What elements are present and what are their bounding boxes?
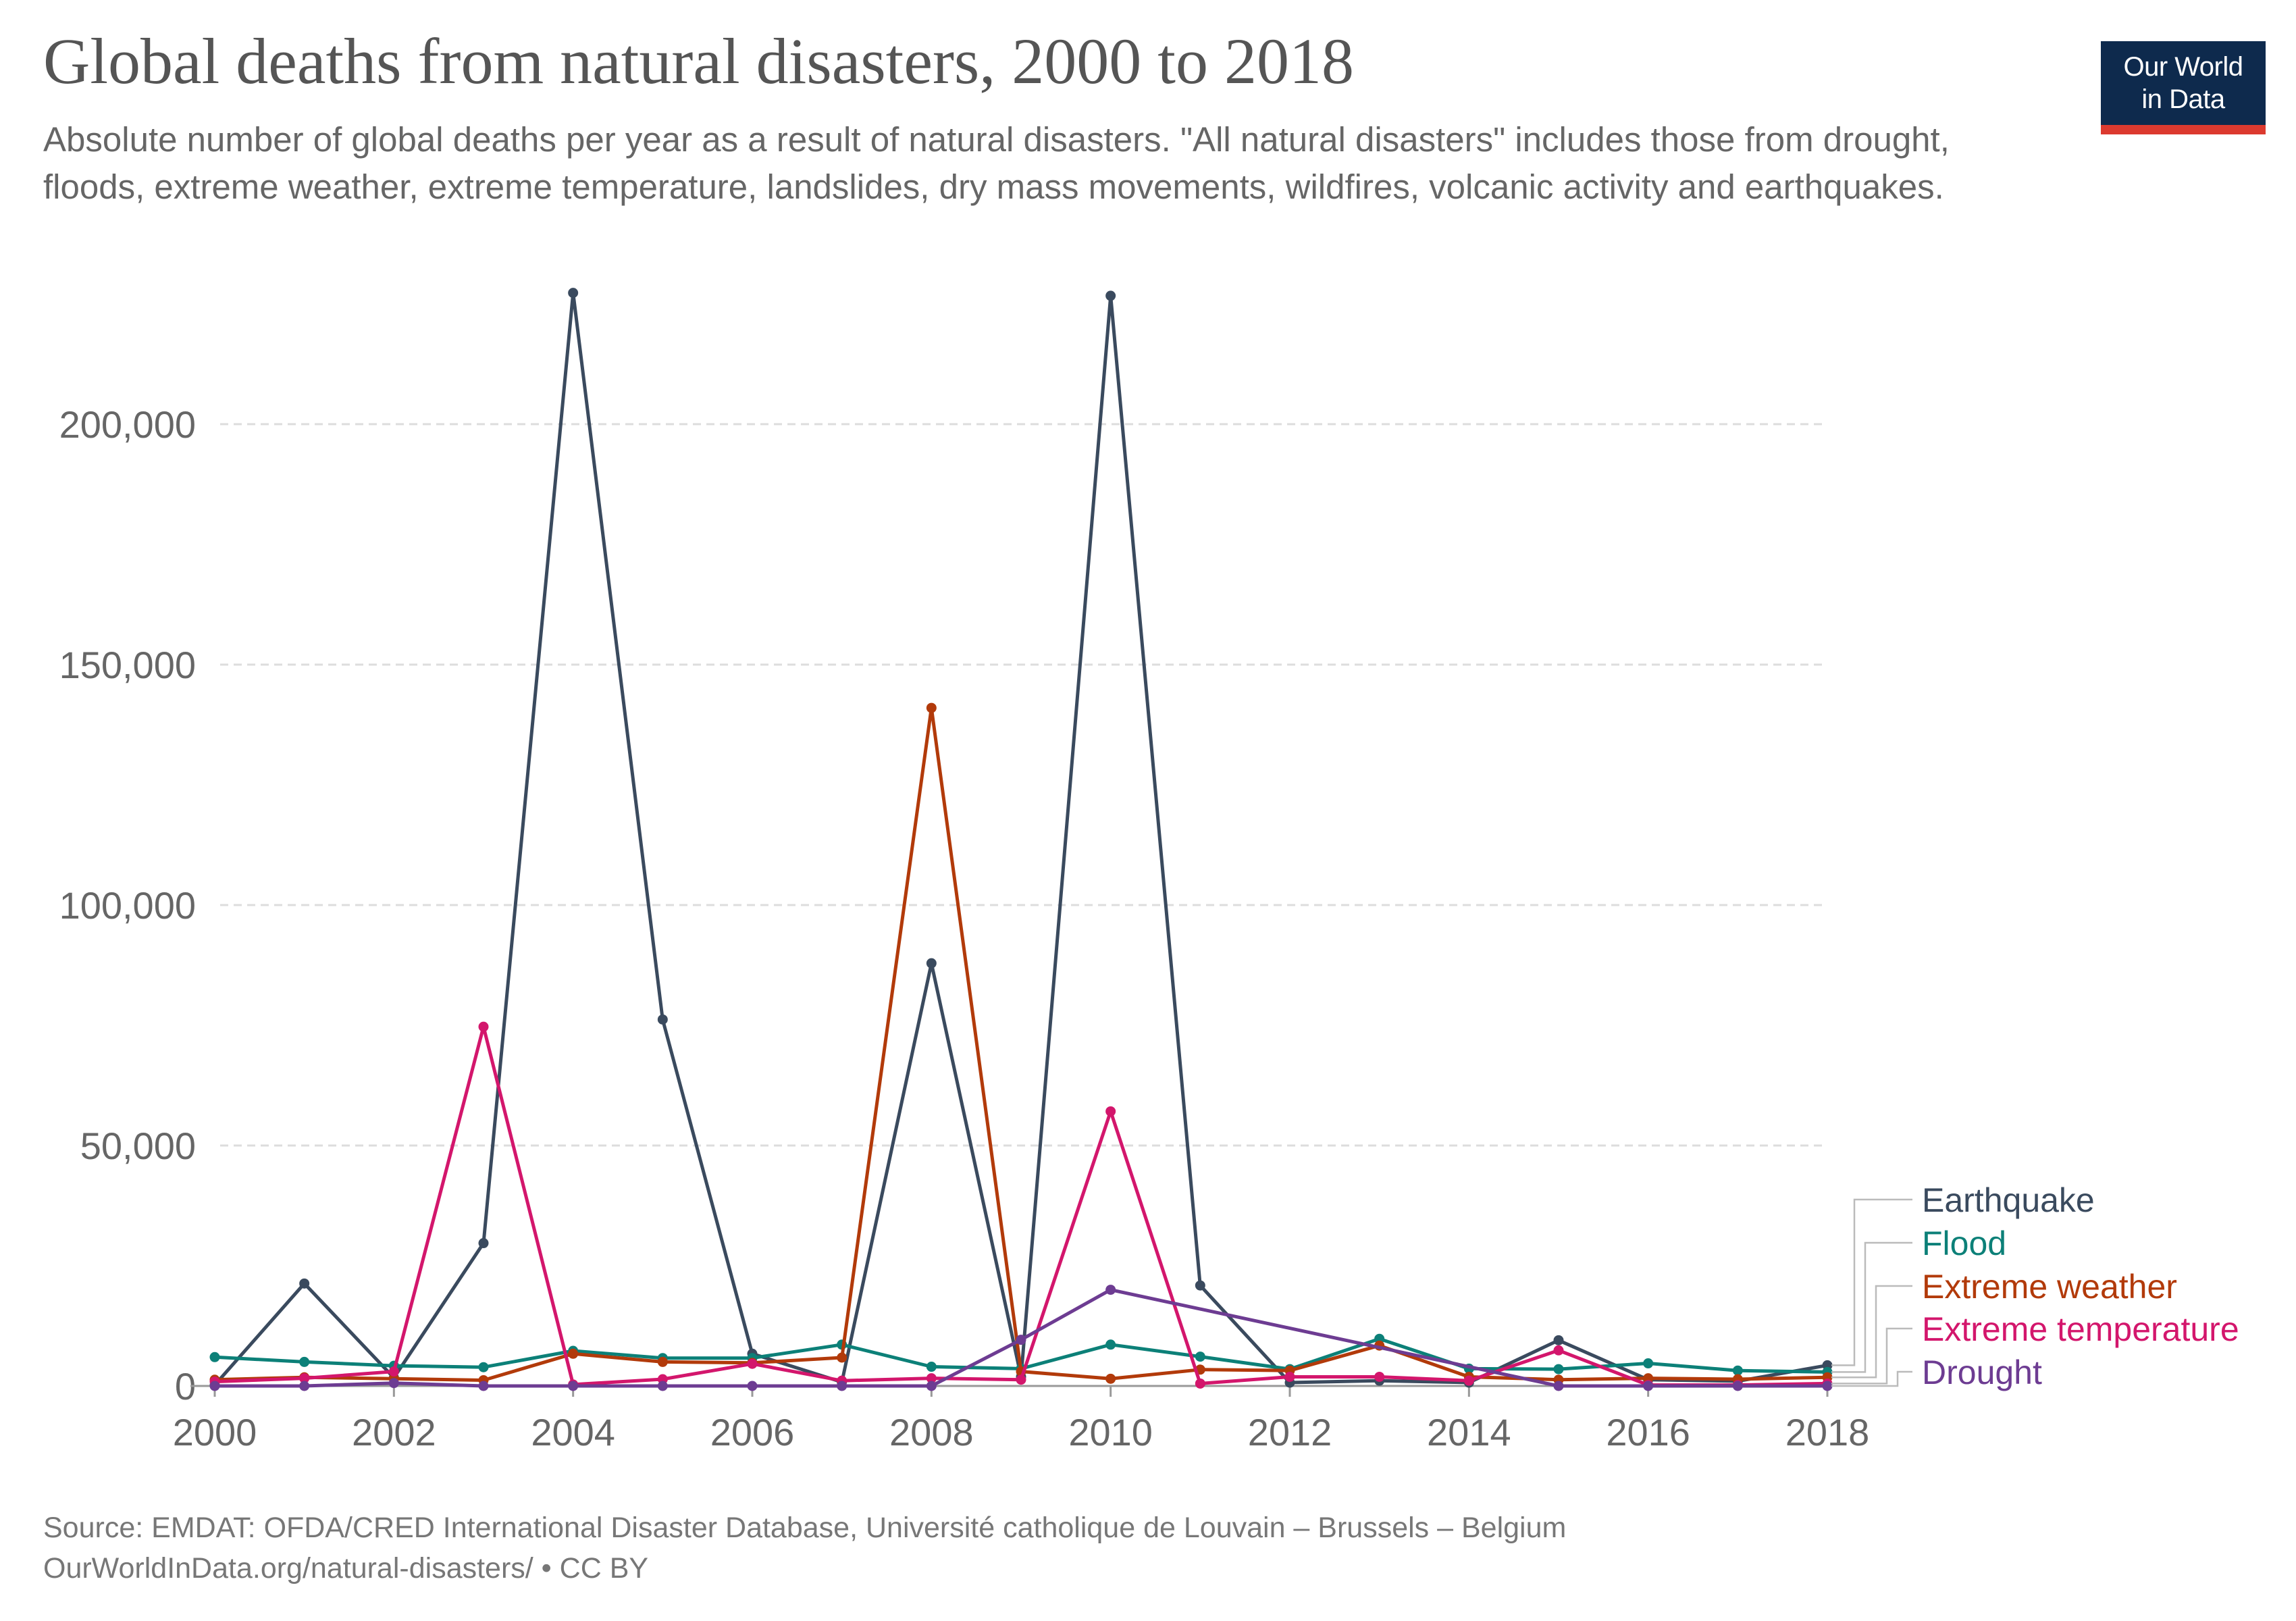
legend-label-earthquake: Earthquake (1922, 1181, 2095, 1219)
data-point-extreme-weather (926, 702, 937, 713)
data-point-extreme-temperature (1463, 1375, 1474, 1386)
data-point-extreme-temperature (747, 1358, 758, 1369)
url-license[interactable]: OurWorldInData.org/natural-disasters/ • … (43, 1552, 649, 1585)
data-point-extreme-weather (657, 1356, 668, 1367)
data-point-drought (1105, 1285, 1116, 1295)
data-point-earthquake (1195, 1280, 1205, 1291)
data-point-drought (1732, 1381, 1743, 1391)
data-point-drought (209, 1381, 220, 1391)
data-point-earthquake (299, 1278, 310, 1289)
data-point-drought (478, 1381, 489, 1391)
data-point-drought (657, 1381, 668, 1391)
data-point-extreme-temperature (388, 1366, 399, 1377)
data-point-extreme-temperature (1553, 1345, 1564, 1356)
data-point-flood (1732, 1365, 1743, 1376)
data-point-drought (299, 1381, 310, 1391)
legend-label-drought: Drought (1922, 1354, 2042, 1391)
legend-connector-earthquake (1831, 1198, 1912, 1366)
data-point-flood (478, 1362, 489, 1372)
series-line-extreme-temperature (213, 1025, 1829, 1387)
data-point-extreme-temperature (478, 1021, 489, 1032)
data-point-extreme-weather (837, 1352, 847, 1363)
logo-accent-bar (2101, 125, 2266, 134)
data-point-flood (299, 1356, 310, 1367)
data-point-earthquake (657, 1014, 668, 1025)
data-point-drought (568, 1381, 579, 1391)
data-point-drought (747, 1381, 758, 1391)
data-point-extreme-temperature (1195, 1378, 1205, 1389)
x-tick-label: 2006 (710, 1411, 795, 1453)
x-tick-label: 2000 (173, 1411, 257, 1453)
data-point-drought (1016, 1335, 1026, 1345)
data-point-drought (1643, 1381, 1654, 1391)
legend-connector-extreme-temperature (1831, 1327, 1912, 1385)
data-point-earthquake (1105, 290, 1116, 301)
data-point-extreme-temperature (1016, 1374, 1026, 1385)
x-tick-label: 2014 (1427, 1411, 1511, 1453)
legend-connector-flood (1831, 1241, 1912, 1373)
chart-title: Global deaths from natural disasters, 20… (43, 25, 1354, 97)
data-point-earthquake (1553, 1335, 1564, 1345)
legend-connector-drought (1831, 1370, 1912, 1387)
data-point-earthquake (478, 1238, 489, 1249)
y-tick-label: 50,000 (80, 1125, 196, 1167)
data-point-flood (1195, 1352, 1205, 1362)
data-point-flood (1105, 1339, 1116, 1350)
data-point-drought (837, 1381, 847, 1391)
y-tick-label: 150,000 (59, 644, 196, 686)
x-tick-label: 2018 (1785, 1411, 1870, 1453)
chart-subtitle: Absolute number of global deaths per yea… (43, 120, 1950, 207)
data-point-drought (926, 1381, 937, 1391)
data-point-flood (1643, 1358, 1654, 1369)
data-point-flood (209, 1352, 220, 1362)
legend-label-extreme-weather: Extreme weather (1922, 1268, 2177, 1306)
data-point-extreme-temperature (1284, 1371, 1295, 1382)
x-tick-label: 2012 (1248, 1411, 1332, 1453)
logo-line-1: Our World (2123, 52, 2243, 82)
x-tick-label: 2002 (352, 1411, 436, 1453)
data-point-extreme-temperature (1105, 1106, 1116, 1116)
x-tick-label: 2010 (1068, 1411, 1153, 1453)
data-point-extreme-temperature (1374, 1371, 1385, 1382)
x-tick-label: 2016 (1606, 1411, 1690, 1453)
data-point-flood (926, 1362, 937, 1372)
y-tick-label: 100,000 (59, 884, 196, 927)
data-point-earthquake (926, 958, 937, 969)
data-point-flood (1553, 1364, 1564, 1374)
data-point-drought (1822, 1381, 1833, 1391)
data-point-extreme-temperature (926, 1373, 937, 1384)
data-point-extreme-temperature (299, 1373, 310, 1384)
x-tick-label: 2008 (889, 1411, 974, 1453)
owid-logo[interactable]: Our World in Data (2101, 41, 2266, 134)
logo-line-2: in Data (2141, 84, 2225, 114)
source-note: Source: EMDAT: OFDA/CRED International D… (43, 1512, 1567, 1544)
legend-connector-extreme-weather (1831, 1285, 1912, 1379)
y-tick-label: 200,000 (59, 403, 196, 446)
data-point-extreme-weather (1105, 1373, 1116, 1384)
legend-label-extreme-temperature: Extreme temperature (1922, 1310, 2239, 1348)
data-point-drought (1553, 1381, 1564, 1391)
data-point-earthquake (568, 288, 579, 299)
legend-label-flood: Flood (1922, 1225, 2006, 1262)
chart-footer: Source: EMDAT: OFDA/CRED International D… (43, 1508, 1566, 1589)
series-line-extreme-weather (213, 706, 1829, 1382)
data-point-extreme-weather (568, 1348, 579, 1359)
series-line-earthquake (213, 291, 1829, 1387)
x-tick-label: 2004 (531, 1411, 615, 1453)
data-point-drought (388, 1378, 399, 1389)
